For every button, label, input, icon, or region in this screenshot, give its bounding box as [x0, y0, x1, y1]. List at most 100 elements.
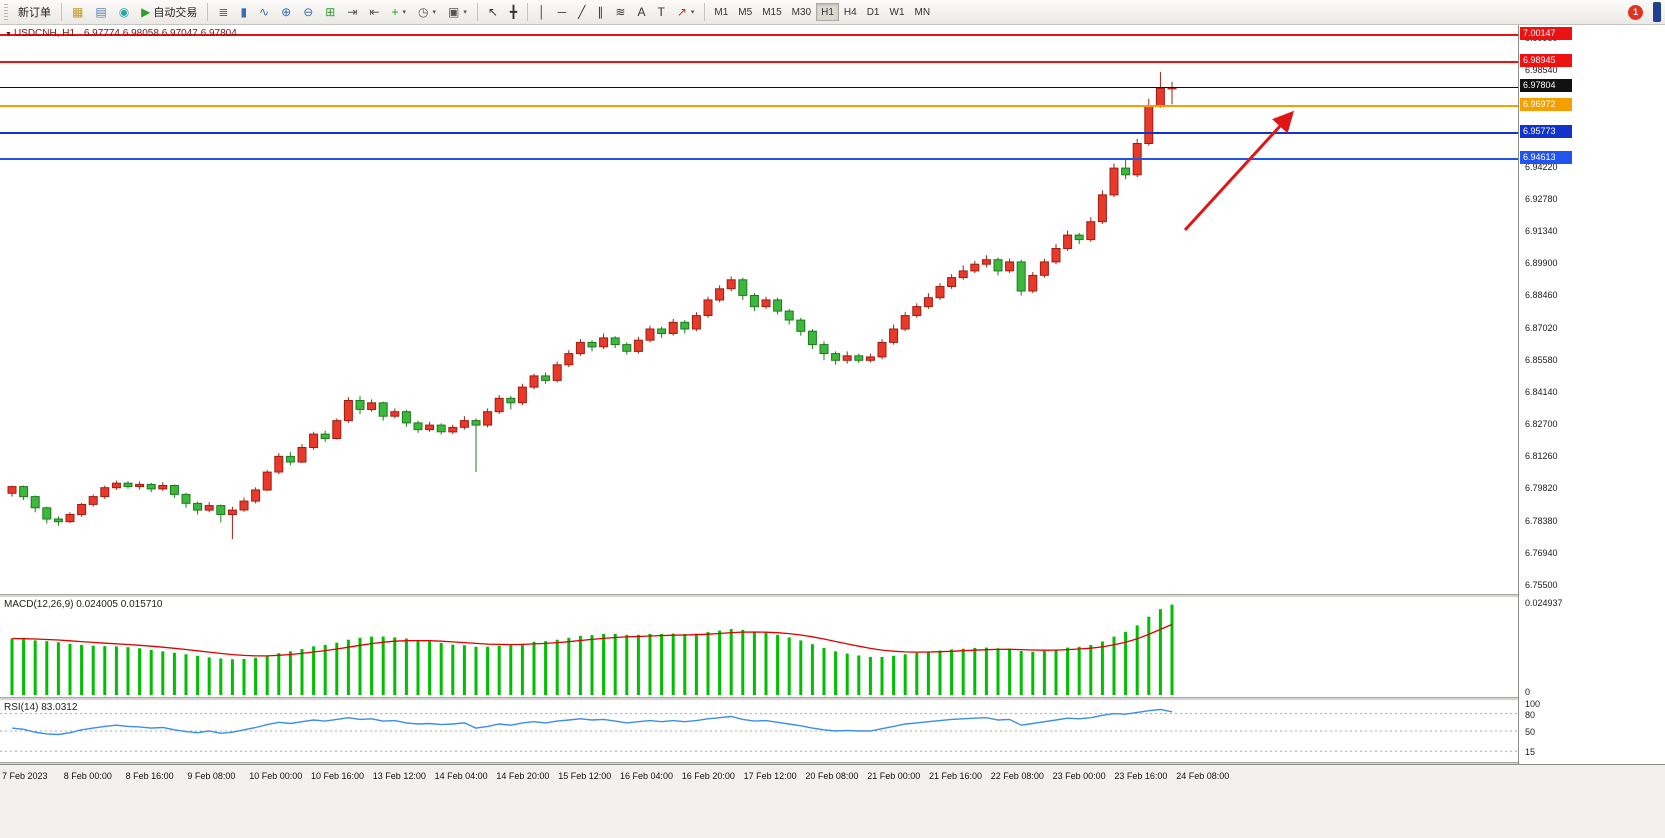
support-line-lower-label: 6.94613 — [1520, 150, 1572, 164]
candle — [111, 482, 121, 489]
macd-pane[interactable]: MACD(12,26,9) 0.024005 0.015710 — [0, 597, 1518, 697]
chart-shift-icon[interactable]: ⇤ — [363, 2, 385, 22]
macd-bar — [996, 648, 1000, 695]
candle — [923, 297, 933, 308]
crosshair-icon[interactable]: ╋ — [504, 2, 523, 22]
candle — [1005, 261, 1015, 272]
time-axis-label: 16 Feb 20:00 — [681, 771, 735, 781]
candle — [529, 375, 539, 388]
candle — [251, 489, 261, 502]
trendline-icon[interactable]: ╱ — [572, 2, 591, 22]
candle — [599, 337, 609, 348]
candle — [1016, 261, 1026, 292]
shapes-icon[interactable]: ↗ ▾ — [671, 2, 701, 22]
autotrading-button[interactable]: ▶ 自动交易 — [135, 2, 203, 22]
macd-bar — [312, 646, 316, 695]
templates-icon[interactable]: ▣ ▾ — [442, 2, 473, 22]
rsi-pane[interactable]: RSI(14) 83.0312 — [0, 700, 1518, 762]
candle — [726, 279, 736, 290]
timeframe-button-h4[interactable]: H4 — [839, 3, 862, 21]
symbol-timeframe-label: USDCNH, H1 — [13, 28, 76, 39]
timeframe-button-m30[interactable]: M30 — [787, 3, 816, 21]
candle — [436, 424, 446, 433]
time-axis-label: 23 Feb 16:00 — [1114, 771, 1168, 781]
resistance-line-lower[interactable] — [0, 60, 1518, 63]
timeframe-button-w1[interactable]: W1 — [885, 3, 910, 21]
main-toolbar: 新订单 ▦ ▤ ◉ ▶ 自动交易 ≣ ▮ ∿ ⊕ ⊖ ⊞ ⇥ ⇤ + ▾ ◷ ▾ ▣ ▾ ↖ ╋ │ ─ ╱ ∥… — [0, 0, 1665, 25]
macd-bar — [335, 642, 339, 695]
tile-windows-icon[interactable]: ⊞ — [319, 2, 341, 22]
vertical-line-icon[interactable]: │ — [532, 2, 552, 22]
pivot-line-orange[interactable] — [0, 105, 1518, 108]
channel-icon[interactable]: ∥ — [591, 2, 609, 22]
price-chart-pane[interactable]: ▼ USDCNH, H1 6.97774 6.98058 6.97047 6.97… — [0, 24, 1518, 595]
candle — [691, 315, 701, 330]
fibonacci-icon[interactable]: ≋ — [609, 2, 631, 22]
macd-bar — [184, 654, 188, 695]
macd-bar — [1100, 641, 1104, 695]
candle — [19, 486, 29, 498]
add-indicator-icon[interactable]: + ▾ — [385, 2, 412, 22]
candle — [483, 411, 493, 426]
timeframe-button-m5[interactable]: M5 — [733, 3, 757, 21]
horizontal-line-icon[interactable]: ─ — [552, 2, 573, 22]
toolbar-separator — [207, 3, 209, 21]
candle — [633, 339, 643, 352]
line-chart-mode-icon[interactable]: ∿ — [253, 2, 275, 22]
text-icon: A — [637, 5, 646, 19]
support-line-upper[interactable] — [0, 131, 1518, 134]
timeframe-button-m15[interactable]: M15 — [757, 3, 786, 21]
candle — [355, 400, 365, 410]
macd-bar — [80, 644, 84, 695]
notification-badge[interactable]: 1 — [1628, 4, 1643, 20]
candle — [900, 315, 910, 330]
macd-bar — [91, 645, 95, 695]
time-axis-label: 14 Feb 20:00 — [496, 771, 550, 781]
price-tick-label: 6.89900 — [1525, 258, 1558, 269]
macd-bar — [56, 642, 60, 695]
time-axis-label: 8 Feb 16:00 — [125, 771, 174, 781]
timeframe-button-mn[interactable]: MN — [910, 3, 936, 21]
periods-icon[interactable]: ◷ ▾ — [412, 2, 442, 22]
support-line-lower[interactable] — [0, 157, 1518, 160]
rsi-axis-label: 80 — [1525, 709, 1536, 720]
resistance-line-upper[interactable] — [0, 34, 1518, 37]
current-price-line[interactable] — [0, 87, 1518, 89]
macd-bar — [381, 636, 385, 695]
macd-bar — [1019, 651, 1023, 695]
zoom-out-icon[interactable]: ⊖ — [297, 2, 319, 22]
profiles-icon[interactable]: ▤ — [89, 2, 112, 22]
toolbar-drag-handle[interactable] — [4, 4, 8, 20]
bar-chart-mode-icon[interactable]: ≣ — [212, 2, 234, 22]
macd-bar — [799, 640, 803, 695]
macd-bar — [810, 644, 814, 695]
vertical-line-icon: │ — [538, 5, 546, 19]
zoom-out-icon: ⊖ — [303, 5, 314, 19]
candle — [1028, 274, 1038, 292]
macd-bar — [288, 651, 292, 695]
market-watch-icon[interactable]: ◉ — [113, 2, 135, 22]
terminal-icon[interactable]: ▦ — [66, 2, 89, 22]
time-axis-label: 21 Feb 00:00 — [867, 771, 921, 781]
cursor-icon[interactable]: ↖ — [482, 2, 504, 22]
label-icon[interactable]: T — [651, 2, 670, 22]
macd-bar — [1042, 651, 1046, 695]
chevron-down-icon: ▾ — [690, 9, 695, 16]
chart-dropdown-icon[interactable]: ▼ — [5, 31, 12, 38]
candle — [784, 310, 794, 321]
price-tick-label: 6.76940 — [1525, 547, 1558, 558]
candle — [796, 319, 806, 332]
auto-scroll-icon[interactable]: ⇥ — [341, 2, 363, 22]
candle — [993, 259, 1003, 272]
timeframe-button-d1[interactable]: D1 — [862, 3, 885, 21]
current-price-line-label: 6.97804 — [1520, 79, 1572, 93]
candle — [877, 341, 887, 358]
zoom-in-icon[interactable]: ⊕ — [275, 2, 297, 22]
timeframe-group: M1 M5 M15 M30 H1 H4 D1 W1 MN — [709, 3, 935, 21]
text-icon[interactable]: A — [631, 2, 651, 22]
new-order-button[interactable]: 新订单 — [12, 2, 57, 22]
candlestick-mode-icon[interactable]: ▮ — [234, 2, 253, 22]
timeframe-button-h1[interactable]: H1 — [816, 3, 839, 21]
timeframe-button-m1[interactable]: M1 — [709, 3, 733, 21]
candle — [703, 299, 713, 316]
